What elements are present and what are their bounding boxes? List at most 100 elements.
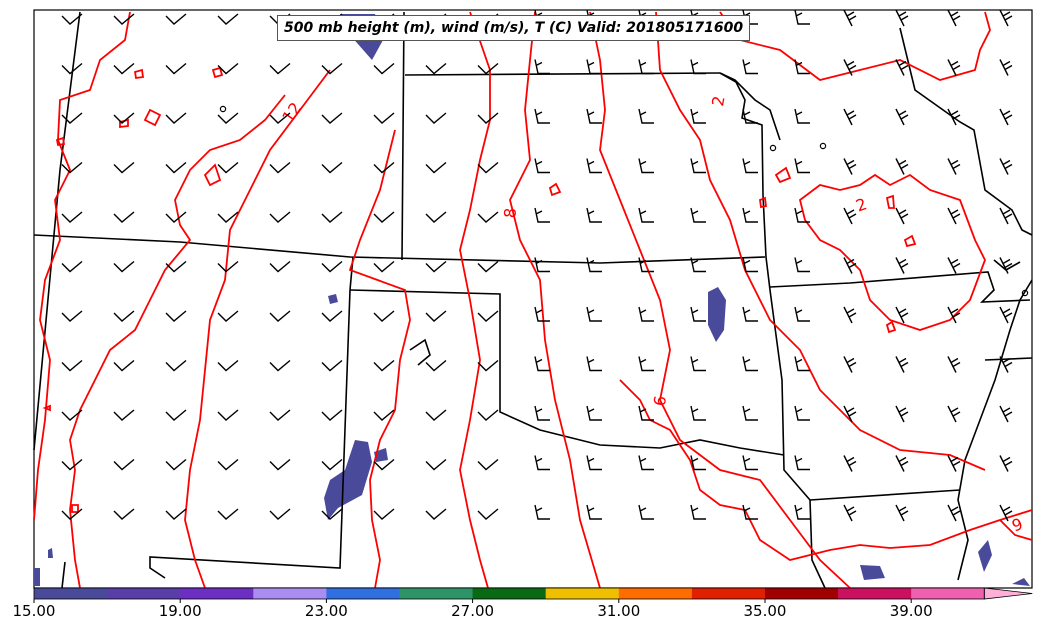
contour-line [348,129,411,589]
wind-barb [269,112,291,124]
wind-barb [477,112,499,124]
colorbar-segment [911,588,985,599]
border-line [349,289,785,456]
wind-barb [61,409,83,421]
wind-barb [947,306,961,324]
wind-barb [113,508,135,520]
wind-barb [638,356,654,372]
wind-barb [638,306,654,322]
wind-barb [61,310,83,322]
map-frame [33,9,1033,589]
wind-barb [843,207,857,225]
wind-barb [794,306,810,322]
wind-barb [999,9,1013,27]
station-circle [769,144,777,152]
wind-barb [269,458,291,471]
shade-patch [328,294,338,304]
wind-barb [165,161,187,174]
wind-barb [999,306,1013,324]
colorbar-segment [545,588,620,599]
wind-barb [61,13,83,25]
shade-patch [978,540,992,572]
wind-barb [690,306,706,322]
wind-barb [586,108,602,124]
border-line [719,72,781,141]
wind-barb [534,257,550,273]
wind-barb [947,9,961,27]
wind-barb [999,356,1013,373]
wind-barb [638,108,654,124]
wind-barb [586,504,602,520]
wind-barb [269,508,291,520]
wind-barb [895,257,909,274]
wind-barb [113,62,135,75]
wind-barb [690,455,706,471]
border-line [719,72,811,501]
wind-barb [895,356,909,373]
wind-barb [321,161,343,174]
wind-barb [742,356,758,372]
wind-barb [843,257,857,274]
contour-line [509,11,601,589]
wind-barb [373,211,395,223]
wind-barb [690,59,706,75]
wind-barb [534,306,550,322]
wind-barb [690,158,706,174]
shade-patch [1012,578,1030,586]
wind-barb [586,356,602,372]
contour-line [774,166,792,184]
wind-barb [947,405,961,423]
wind-barb [794,356,810,372]
wind-barb [217,310,239,322]
contour-line [143,108,162,127]
wind-barb [113,458,135,471]
wind-barb [895,306,909,324]
colorbar-segment [618,588,693,599]
wind-barb [165,359,187,372]
contour-line [33,11,131,521]
wind-barb [425,62,447,75]
wind-barb [477,359,499,372]
wind-barb [534,207,550,223]
wind-barb [269,62,291,75]
wind-barb [742,306,758,322]
wind-barb [534,59,550,75]
wind-barb [999,108,1013,126]
border-line [61,561,66,589]
colorbar-tick-label: 23.00 [304,602,348,620]
colorbar-tick-label: 35.00 [743,602,787,620]
contour-line [999,519,1033,541]
wind-barb [61,359,83,372]
colorbar-segment [691,588,766,599]
wind-barb [217,161,239,174]
station-circle [219,105,227,113]
wind-barb [373,260,395,273]
wind-barb [534,158,550,174]
wind-barb [999,59,1013,76]
wind-barb [321,409,343,421]
colorbar-tick-label: 15.00 [12,602,56,620]
border-line [404,72,721,76]
wind-barb [165,508,187,520]
wind-barb [321,260,343,273]
wind-barb [269,359,291,372]
wind-barb [638,504,654,520]
wind-barb [947,59,961,76]
shade-patch [48,548,53,558]
shade-patch [860,565,885,580]
contour-line [184,69,331,589]
wind-barb [742,108,758,124]
wind-barb [638,405,654,421]
wind-barb [843,158,857,175]
contour-line [655,11,986,471]
wind-barb [690,108,706,124]
wind-barb [794,504,810,520]
wind-barb [843,504,857,522]
wind-barb [895,207,909,225]
wind-barb [895,59,909,76]
wind-barb [999,504,1013,522]
wind-barb [690,405,706,421]
wind-barbs [61,9,1013,522]
wind-barb [165,260,187,273]
